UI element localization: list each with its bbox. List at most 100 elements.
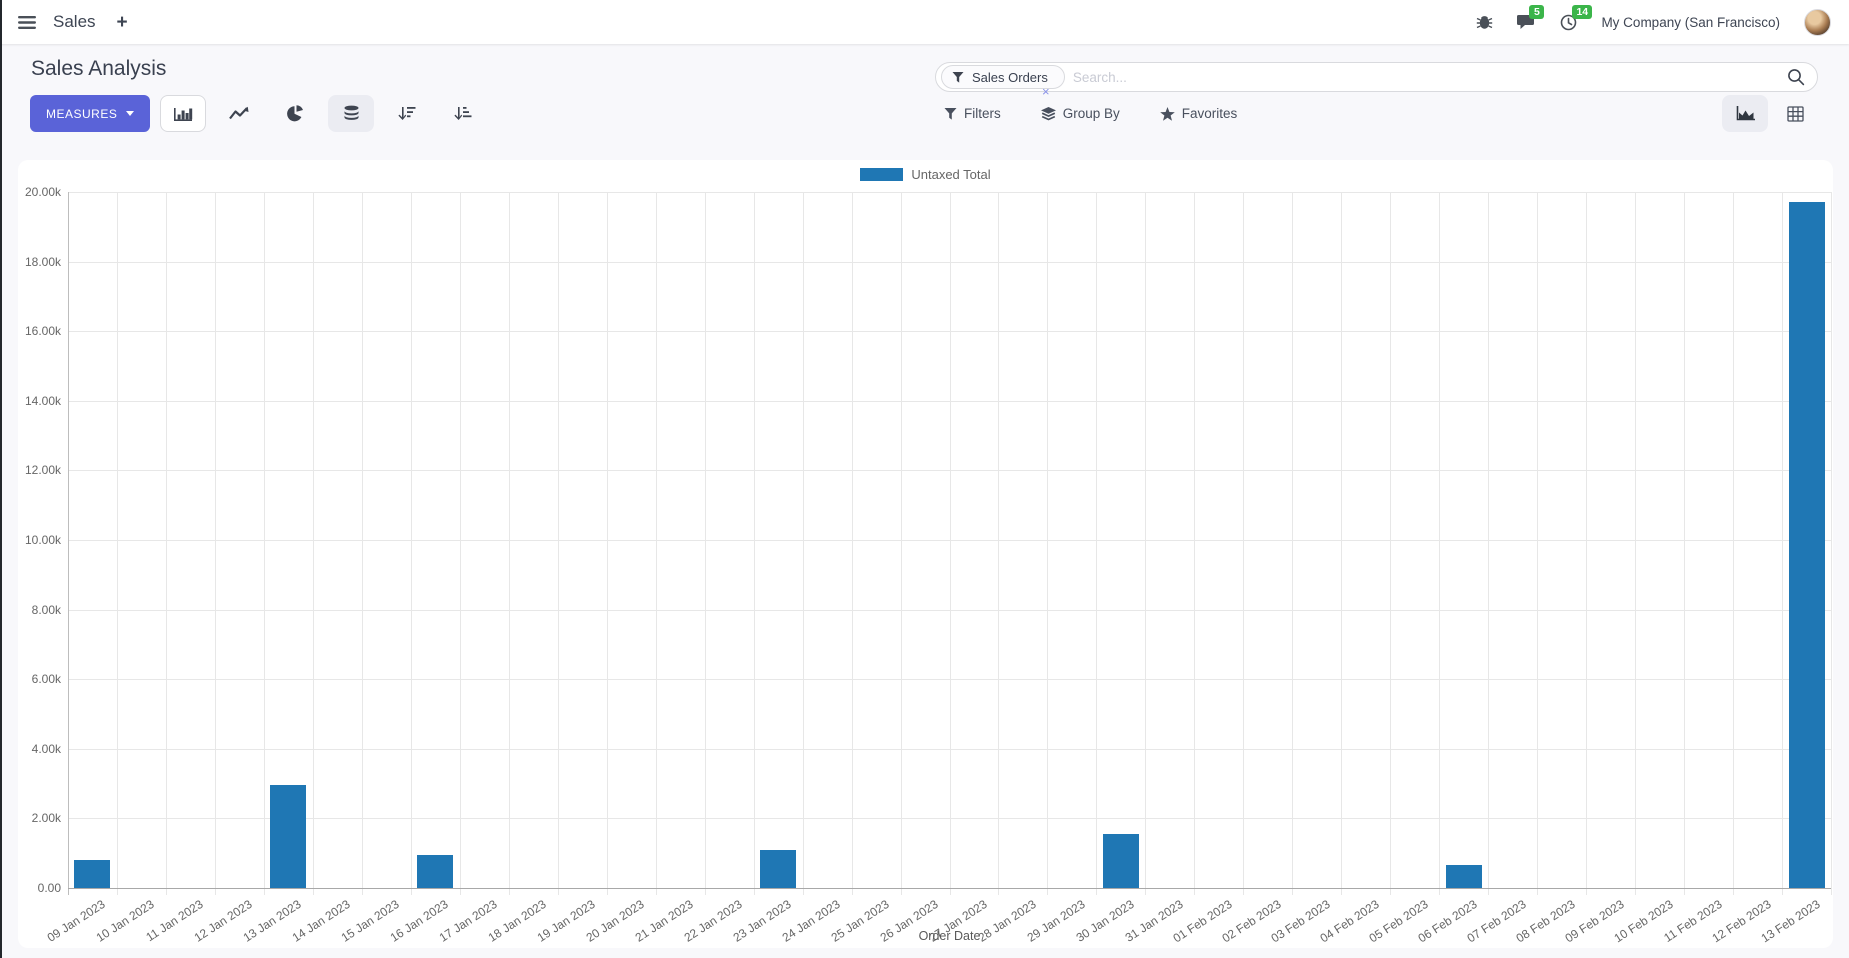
search-bar[interactable]: Sales Orders bbox=[935, 62, 1818, 92]
bar-06-feb-2023[interactable] bbox=[1445, 865, 1482, 888]
bar-13-feb-2023[interactable] bbox=[1788, 202, 1825, 888]
search-facet-label: Sales Orders bbox=[972, 69, 1048, 85]
y-axis-tick-label: 14.00k bbox=[24, 393, 61, 408]
messages-icon[interactable]: 5 bbox=[1517, 5, 1545, 30]
filters-label: Filters bbox=[964, 106, 1001, 121]
gridline-vertical bbox=[68, 192, 69, 895]
stacked-toggle-button[interactable] bbox=[328, 95, 375, 132]
pie-chart-mode-button[interactable] bbox=[272, 95, 318, 132]
y-axis-tick-label: 2.00k bbox=[31, 811, 61, 826]
gridline-vertical bbox=[1439, 192, 1441, 895]
gridline-vertical bbox=[1096, 192, 1098, 895]
y-axis-tick-label: 0.00 bbox=[37, 881, 61, 895]
pivot-table-icon bbox=[1786, 105, 1804, 122]
y-axis-tick-label: 10.00k bbox=[24, 533, 61, 547]
gridline-vertical bbox=[704, 192, 706, 895]
control-panel: Sales Analysis MEASURES Sales Orders bbox=[0, 44, 1849, 160]
legend-label: Untaxed Total bbox=[911, 167, 991, 182]
gridline-vertical bbox=[557, 192, 559, 895]
y-axis-tick-label: 18.00k bbox=[24, 254, 61, 269]
gridline-vertical bbox=[1586, 192, 1588, 895]
gridline-vertical bbox=[116, 192, 118, 895]
gridline-vertical bbox=[1782, 192, 1784, 895]
top-navbar: Sales + 5 14 My Company (San Francisco) bbox=[0, 0, 1849, 44]
gridline-vertical bbox=[1684, 192, 1686, 895]
activities-clock-icon[interactable]: 14 bbox=[1560, 4, 1593, 31]
gridline-vertical bbox=[851, 192, 853, 895]
screen-edge bbox=[0, 0, 2, 958]
gridline-vertical bbox=[1733, 192, 1735, 895]
gridline-vertical bbox=[1243, 192, 1245, 895]
measures-button[interactable]: MEASURES bbox=[30, 95, 151, 132]
debug-bug-icon[interactable] bbox=[1476, 14, 1493, 30]
gridline-vertical bbox=[655, 192, 657, 895]
group-by-label: Group By bbox=[1062, 106, 1120, 121]
messages-count-badge: 5 bbox=[1529, 5, 1545, 19]
favorites-dropdown[interactable]: Favorites bbox=[1159, 106, 1238, 121]
bar-chart-mode-button[interactable] bbox=[160, 95, 207, 132]
gridline-vertical bbox=[949, 192, 951, 895]
chart-legend[interactable]: Untaxed Total bbox=[18, 167, 1833, 182]
y-axis-tick-label: 20.00k bbox=[24, 185, 61, 199]
sort-ascending-button[interactable] bbox=[440, 95, 486, 132]
gridline-vertical bbox=[361, 192, 363, 895]
search-options-row: Filters Group By Favorites bbox=[944, 95, 1237, 132]
gridline-vertical bbox=[1194, 192, 1196, 895]
sort-descending-button[interactable] bbox=[384, 95, 430, 132]
hamburger-menu-icon[interactable] bbox=[18, 15, 36, 29]
new-tab-button[interactable]: + bbox=[116, 11, 128, 33]
line-chart-mode-button[interactable] bbox=[216, 95, 262, 132]
y-axis-tick-label: 4.00k bbox=[31, 741, 61, 756]
gridline-vertical bbox=[165, 192, 167, 895]
graph-view-button[interactable] bbox=[1722, 95, 1768, 132]
layers-icon bbox=[1040, 106, 1056, 120]
activities-count-badge: 14 bbox=[1572, 4, 1593, 19]
gridline-vertical bbox=[753, 192, 755, 895]
filter-funnel-icon bbox=[944, 107, 957, 120]
gridline-vertical bbox=[1047, 192, 1049, 895]
search-input[interactable] bbox=[1072, 69, 1787, 85]
search-icon[interactable] bbox=[1787, 68, 1805, 86]
chart-plot: 0.00 2.00k 4.00k 6.00k 8.00k 10.00k 12.00k 14.0… bbox=[25, 185, 1832, 945]
area-chart-icon bbox=[1736, 106, 1755, 121]
company-switcher[interactable]: My Company (San Francisco) bbox=[1601, 14, 1780, 30]
y-axis-tick-label: 8.00k bbox=[31, 602, 61, 617]
gridline-vertical bbox=[1292, 192, 1294, 895]
y-axis-tick-label: 12.00k bbox=[24, 463, 61, 478]
view-switcher bbox=[1722, 95, 1818, 132]
search-facet-sales-orders[interactable]: Sales Orders bbox=[941, 65, 1065, 89]
group-by-dropdown[interactable]: Group By bbox=[1040, 106, 1120, 121]
y-axis-tick-label: 6.00k bbox=[31, 672, 61, 687]
gridline-vertical bbox=[1537, 192, 1539, 895]
bar-23-jan-2023[interactable] bbox=[760, 850, 797, 888]
bar-16-jan-2023[interactable] bbox=[417, 854, 454, 888]
user-avatar[interactable] bbox=[1804, 8, 1831, 36]
chart-toolbar: MEASURES bbox=[30, 95, 486, 132]
gridline-vertical bbox=[312, 192, 314, 895]
pivot-view-button[interactable] bbox=[1772, 95, 1818, 132]
facet-remove-icon[interactable]: × bbox=[1042, 84, 1050, 99]
gridline-vertical bbox=[410, 192, 412, 895]
gridline-vertical bbox=[802, 192, 804, 895]
gridline-horizontal bbox=[68, 888, 1831, 889]
star-icon bbox=[1159, 106, 1175, 121]
gridline-vertical bbox=[606, 192, 608, 895]
chevron-down-icon bbox=[126, 111, 135, 116]
bar-30-jan-2023[interactable] bbox=[1102, 834, 1139, 888]
gridline-vertical bbox=[1488, 192, 1490, 895]
gridline-vertical bbox=[900, 192, 902, 895]
filters-dropdown[interactable]: Filters bbox=[944, 106, 1001, 121]
y-axis-tick-label: 16.00k bbox=[24, 324, 61, 339]
measures-button-label: MEASURES bbox=[46, 106, 118, 121]
gridline-vertical bbox=[508, 192, 510, 895]
gridline-vertical bbox=[1145, 192, 1147, 895]
bar-09-jan-2023[interactable] bbox=[74, 860, 111, 888]
app-title[interactable]: Sales bbox=[53, 12, 96, 31]
page-title: Sales Analysis bbox=[31, 57, 167, 80]
favorites-label: Favorites bbox=[1181, 106, 1238, 121]
chart-card: Untaxed Total 0.00 2.00k 4.00k 6.00k 8.00k 10… bbox=[18, 160, 1833, 948]
gridline-vertical bbox=[459, 192, 461, 895]
filter-funnel-icon bbox=[952, 71, 964, 83]
bar-13-jan-2023[interactable] bbox=[270, 785, 307, 888]
legend-swatch bbox=[860, 168, 904, 181]
